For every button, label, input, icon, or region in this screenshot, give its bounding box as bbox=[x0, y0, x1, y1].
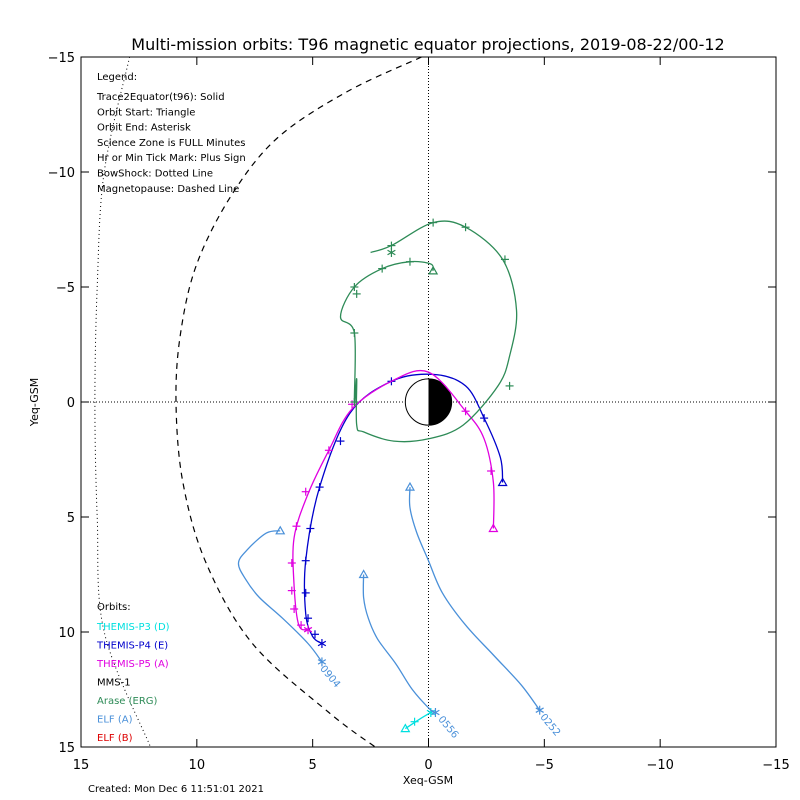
legend-line-0: Trace2Equator(t96): Solid bbox=[96, 92, 225, 103]
orbit-start-5 bbox=[358, 569, 369, 579]
orbit-series-2 bbox=[287, 369, 499, 635]
legend: Legend: Trace2Equator(t96): Solid Orbit St… bbox=[96, 72, 246, 195]
legend-line-1: Orbit Start: Triangle bbox=[97, 107, 195, 118]
orbit-end-6-arm-2 bbox=[535, 707, 544, 713]
legend-title: Legend: bbox=[97, 72, 137, 83]
y-tick-label-2: −5 bbox=[56, 281, 75, 296]
orbits-title: Orbits: bbox=[97, 602, 131, 613]
orbit-line-6 bbox=[408, 487, 541, 711]
orbit-start-2 bbox=[488, 523, 499, 533]
legend-line-2: Orbit End: Asterisk bbox=[97, 123, 191, 134]
x-tick-label-5: −10 bbox=[646, 758, 673, 773]
x-tick-label-4: −5 bbox=[535, 758, 554, 773]
footer-created: Created: Mon Dec 6 11:51:01 2021 bbox=[88, 784, 264, 795]
x-tick-label-1: 10 bbox=[189, 758, 206, 773]
orbit-line-5 bbox=[362, 574, 436, 714]
orbit-end-1-arm-2 bbox=[317, 640, 327, 647]
orbit-label-0: THEMIS-P3 (D) bbox=[96, 622, 170, 633]
orbit-label-3: MMS-1 bbox=[97, 678, 131, 689]
x-tick-label-3: 0 bbox=[424, 758, 432, 773]
orbit-label-5: ELF (A) bbox=[97, 715, 133, 726]
y-tick-label-5: 10 bbox=[58, 626, 75, 641]
y-tick-label-4: 5 bbox=[67, 511, 75, 526]
y-tick-label-3: 0 bbox=[67, 396, 75, 411]
orbit-end-3-arm-2 bbox=[387, 249, 396, 256]
y-tick-label-1: −10 bbox=[48, 166, 75, 181]
x-tick-label-0: 15 bbox=[73, 758, 90, 773]
legend-line-6: Magnetopause: Dashed Line bbox=[97, 184, 239, 195]
legend-line-5: BowShock: Dotted Line bbox=[97, 169, 213, 180]
axes: 15 10 5 0 −5 −10 −15 −15 −10 −5 0 5 10 15 bbox=[48, 51, 790, 773]
orbit-line-3 bbox=[339, 220, 518, 443]
legend-line-4: Hr or Min Tick Mark: Plus Sign bbox=[97, 153, 246, 164]
orbit-start-3 bbox=[428, 265, 439, 275]
legend-line-3: Science Zone is FULL Minutes bbox=[97, 138, 246, 149]
magnetopause-line bbox=[175, 57, 422, 747]
orbit-start-1 bbox=[497, 477, 508, 487]
orbit-list: Orbits: THEMIS-P3 (D) THEMIS-P4 (E) THEMIS-… bbox=[96, 602, 170, 744]
orbit-end-2-arm-2 bbox=[303, 626, 313, 633]
orbit-label-4: Arase (ERG) bbox=[97, 696, 158, 707]
x-tick-label-2: 5 bbox=[309, 758, 317, 773]
y-tick-label-6: 15 bbox=[58, 741, 75, 756]
bowshock-line bbox=[94, 57, 151, 747]
orbit-end-5-arm-2 bbox=[431, 709, 440, 716]
orbit-label-2: THEMIS-P5 (A) bbox=[96, 659, 169, 670]
orbit-end-4-arm-2 bbox=[317, 659, 327, 665]
chart-title: Multi-mission orbits: T96 magnetic equat… bbox=[131, 35, 724, 54]
y-axis-label: Yeq-GSM bbox=[28, 378, 41, 427]
orbit-line-2 bbox=[292, 369, 495, 631]
orbit-series-3 bbox=[339, 218, 518, 443]
orbit-label-6: ELF (B) bbox=[97, 733, 133, 744]
x-axis-label: Xeq-GSM bbox=[403, 774, 453, 787]
orbit-label-1: THEMIS-P4 (E) bbox=[96, 641, 168, 652]
orbit-start-0 bbox=[400, 723, 411, 733]
orbit-line-4 bbox=[237, 530, 323, 663]
y-tick-label-0: −15 bbox=[48, 51, 75, 66]
earth-night-side bbox=[428, 378, 452, 426]
orbit-start-4 bbox=[275, 525, 286, 535]
orbit-start-6 bbox=[404, 481, 416, 491]
x-tick-label-6: −15 bbox=[762, 758, 789, 773]
